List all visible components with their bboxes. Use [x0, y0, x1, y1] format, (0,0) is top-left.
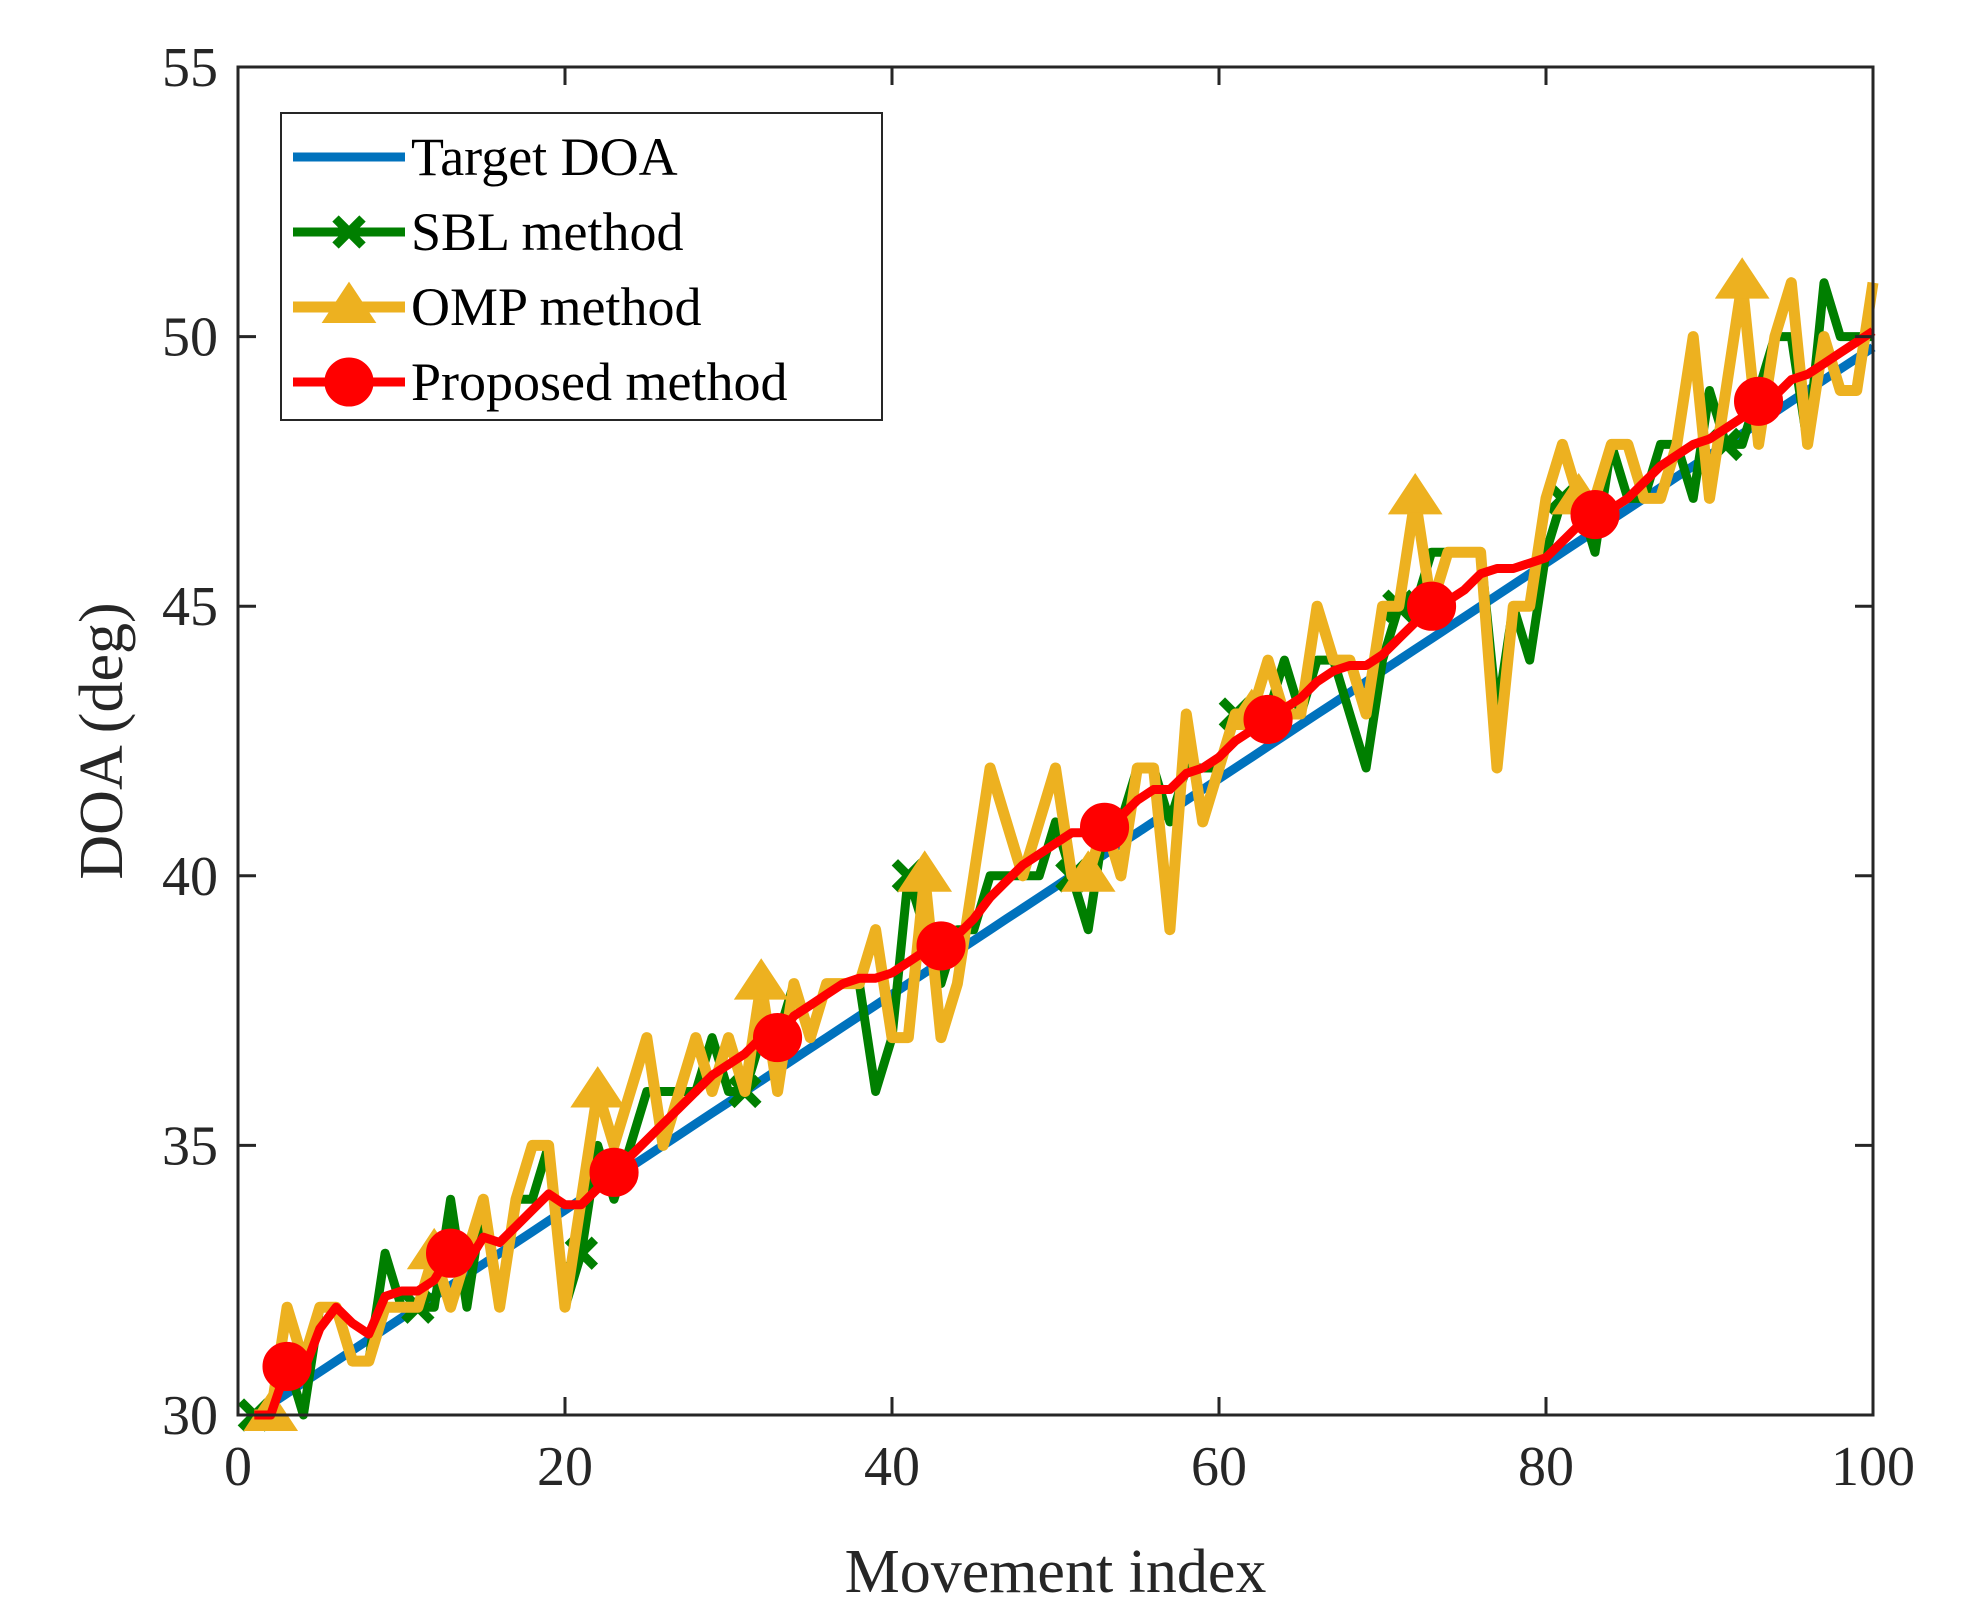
legend-label: OMP method — [411, 277, 702, 337]
data-point — [1387, 472, 1443, 515]
legend-swatch-marker — [321, 281, 377, 323]
x-tick-label: 100 — [1831, 1436, 1915, 1498]
x-tick-label: 20 — [537, 1436, 593, 1498]
y-tick-label: 55 — [162, 37, 218, 99]
legend-swatch-marker — [332, 215, 366, 249]
x-axis-label: Movement index — [845, 1538, 1267, 1606]
legend-label: SBL method — [411, 202, 684, 262]
x-tick-label: 0 — [224, 1436, 252, 1498]
data-point — [262, 1341, 312, 1392]
series-proposed-method — [254, 327, 1876, 1420]
y-tick-label: 45 — [162, 576, 218, 638]
data-point — [733, 958, 789, 1000]
legend: Target DOA SBL method OMP method Proposed m… — [280, 112, 883, 421]
y-tick-label: 40 — [162, 846, 218, 908]
data-point — [425, 1228, 476, 1278]
legend-label: Proposed method — [411, 352, 787, 412]
legend-swatch-marker — [324, 357, 374, 407]
legend-item-omp-method: OMP method — [293, 277, 702, 337]
legend-item-proposed-method: Proposed method — [293, 352, 787, 412]
y-tick-label: 30 — [162, 1385, 218, 1447]
data-point — [752, 1013, 803, 1063]
data-point — [1060, 850, 1116, 892]
legend-box — [280, 112, 883, 421]
y-tick-label: 35 — [162, 1115, 218, 1177]
data-point — [916, 921, 966, 971]
data-point — [1079, 802, 1130, 852]
plot-area — [237, 257, 1879, 1432]
series-line — [254, 277, 1879, 1421]
legend-item-sbl-method: SBL method — [293, 202, 684, 262]
y-tick-label: 50 — [162, 307, 218, 369]
x-tick-label: 60 — [1191, 1436, 1247, 1498]
x-tick-label: 40 — [864, 1436, 920, 1498]
data-point — [897, 850, 953, 892]
legend-item-target-doa: Target DOA — [293, 127, 678, 187]
data-point — [1714, 257, 1770, 299]
x-tick-label: 80 — [1518, 1436, 1574, 1498]
y-axis-label: DOA (deg) — [68, 602, 136, 879]
axes-box — [236, 65, 1875, 1417]
data-point — [589, 1147, 639, 1197]
data-point — [1733, 376, 1784, 426]
axes: 0 20 40 60 80 100 30 35 40 45 50 55 — [162, 37, 1915, 1498]
data-point — [1406, 581, 1457, 631]
data-point — [1570, 489, 1620, 540]
data-point — [570, 1066, 626, 1108]
legend-label: Target DOA — [411, 127, 678, 187]
data-point — [1243, 694, 1293, 744]
